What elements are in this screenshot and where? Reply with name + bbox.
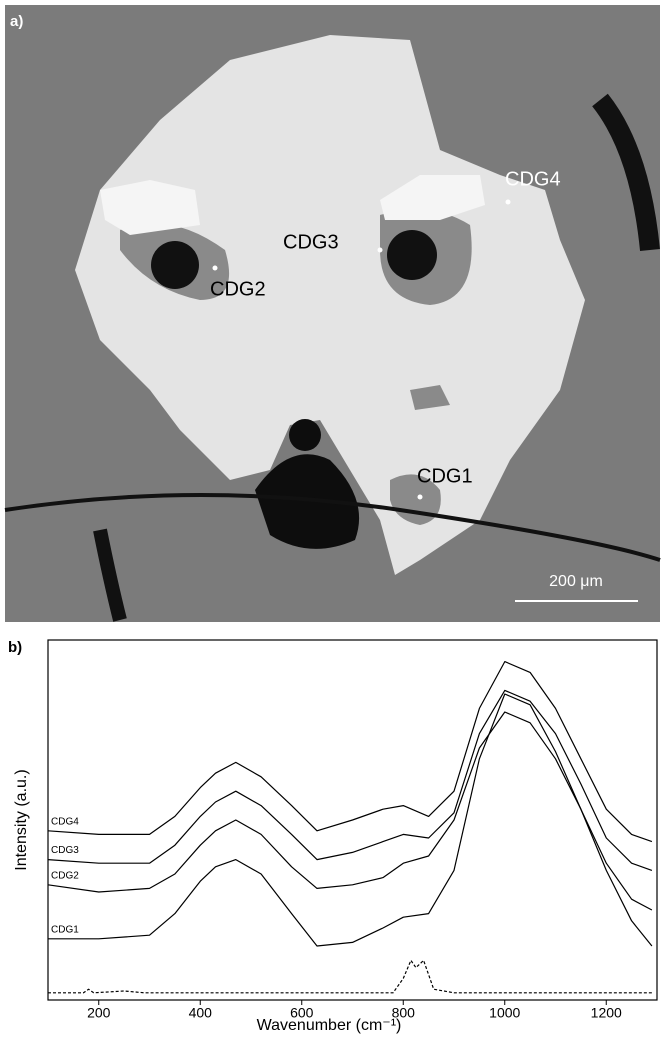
spectrum-line xyxy=(48,960,652,992)
spot xyxy=(213,266,218,271)
annotation: CDG2 xyxy=(210,278,266,300)
panel-label: b) xyxy=(8,639,22,656)
panel-label: a) xyxy=(10,13,23,30)
bubble xyxy=(387,230,437,280)
series-label: CDG1 xyxy=(51,924,79,935)
spectrum-line xyxy=(48,712,652,910)
bubble xyxy=(151,241,199,289)
annotation: CDG4 xyxy=(505,168,561,190)
sem-image: a) CDG1 CDG2 CDG3 CDG4 200 μm xyxy=(5,5,660,622)
pore xyxy=(289,419,321,451)
x-tick-label: 800 xyxy=(392,1005,416,1021)
spectrum-line xyxy=(48,690,652,870)
x-tick-label: 1200 xyxy=(591,1005,622,1021)
y-axis-title: Intensity (a.u.) xyxy=(13,769,30,870)
scale-bar-label: 200 μm xyxy=(549,573,603,590)
x-tick-label: 600 xyxy=(290,1005,314,1021)
x-tick-label: 400 xyxy=(189,1005,213,1021)
figure: a) CDG1 CDG2 CDG3 CDG4 200 μm b) Wavenum… xyxy=(0,0,662,1037)
spectrum-line xyxy=(48,694,652,946)
spot xyxy=(506,200,511,205)
x-axis-title: Wavenumber (cm⁻¹) xyxy=(257,1017,402,1034)
series-label: CDG2 xyxy=(51,870,79,881)
series-label: CDG4 xyxy=(51,816,79,827)
annotation: CDG1 xyxy=(417,465,473,487)
annotation: CDG3 xyxy=(283,231,339,253)
x-tick-label: 1000 xyxy=(489,1005,520,1021)
series-label: CDG3 xyxy=(51,845,79,856)
x-tick-label: 200 xyxy=(87,1005,111,1021)
spot xyxy=(378,248,383,253)
spectrum-line xyxy=(48,662,652,842)
spot xyxy=(418,495,423,500)
